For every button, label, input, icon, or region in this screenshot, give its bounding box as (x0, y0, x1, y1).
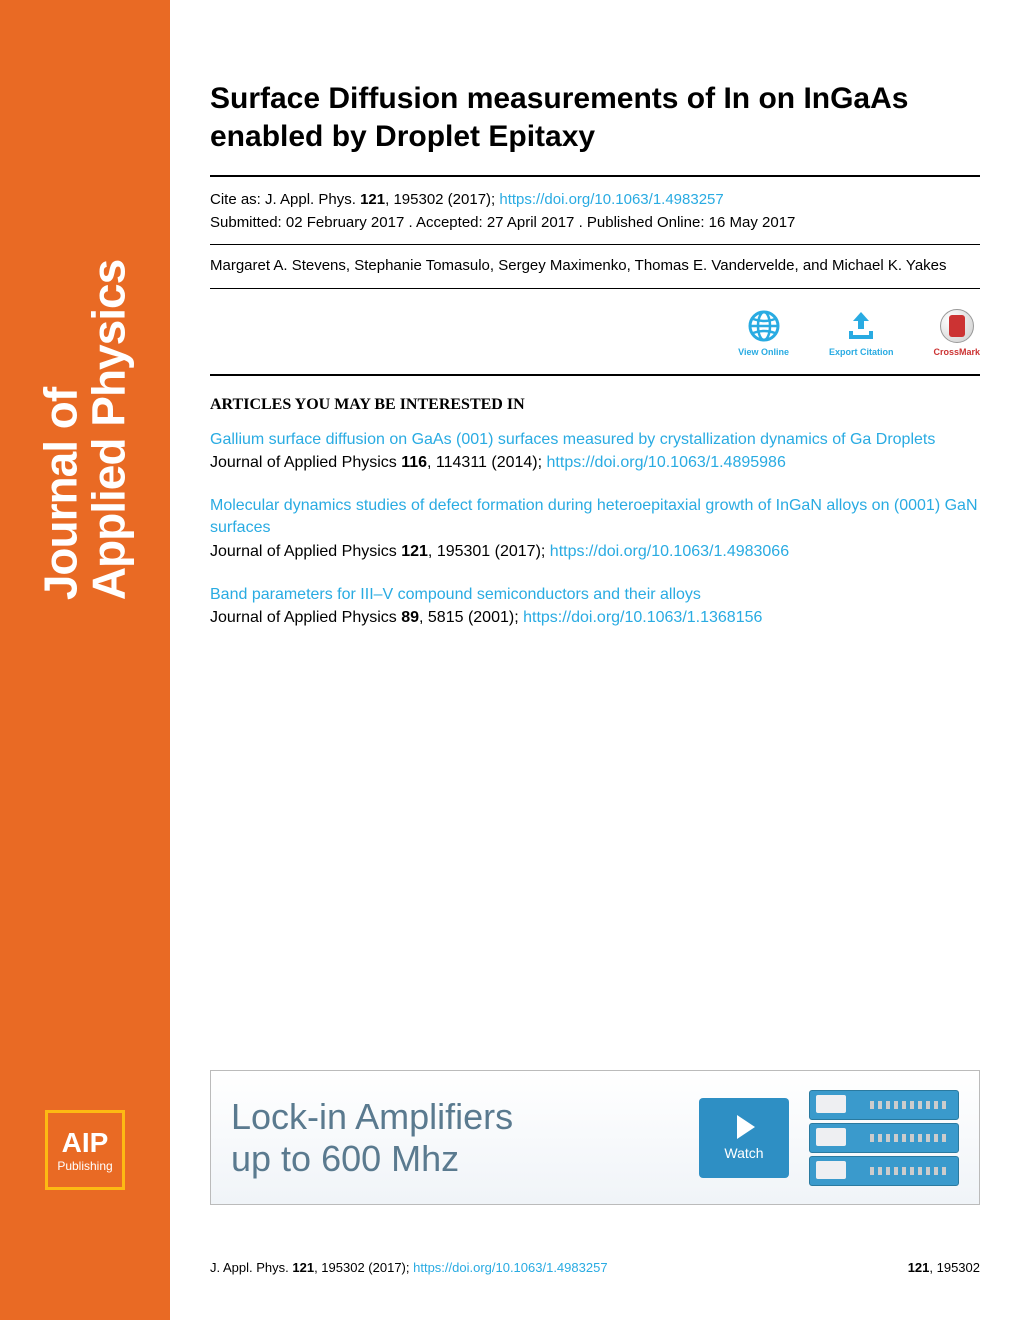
related-journal: Journal of Applied Physics (210, 609, 401, 626)
main-content: Surface Diffusion measurements of In on … (170, 0, 1020, 1320)
sidebar-journal-banner: Journal of Applied Physics AIP Publishin… (0, 0, 170, 1320)
footer-right-suffix: , 195302 (929, 1260, 980, 1275)
related-article: Band parameters for III–V compound semic… (210, 584, 980, 630)
view-online-label: View Online (738, 347, 789, 357)
crossmark-button[interactable]: CrossMark (933, 309, 980, 357)
related-suffix: , 195301 (2017); (428, 543, 550, 560)
ad-line2: up to 600 Mhz (231, 1138, 459, 1179)
ad-text: Lock-in Amplifiers up to 600 Mhz (231, 1096, 679, 1179)
related-volume: 121 (401, 543, 428, 560)
related-volume: 89 (401, 609, 419, 626)
footer-pageref: 121, 195302 (908, 1260, 980, 1275)
footer-prefix: J. Appl. Phys. (210, 1260, 292, 1275)
watch-button[interactable]: Watch (699, 1098, 789, 1178)
page-footer: J. Appl. Phys. 121, 195302 (2017); https… (210, 1260, 980, 1275)
related-article: Gallium surface diffusion on GaAs (001) … (210, 429, 980, 475)
publisher-logo-main: AIP (62, 1127, 109, 1159)
journal-name-line1: Journal of (35, 388, 87, 600)
crossmark-icon (940, 309, 974, 343)
article-authors: Margaret A. Stevens, Stephanie Tomasulo,… (210, 255, 980, 278)
publisher-logo[interactable]: AIP Publishing (45, 1110, 125, 1190)
footer-suffix: , 195302 (2017); (314, 1260, 413, 1275)
article-title: Surface Diffusion measurements of In on … (210, 80, 980, 155)
related-article-meta: Journal of Applied Physics 116, 114311 (… (210, 451, 980, 475)
divider (210, 175, 980, 177)
crossmark-label: CrossMark (933, 347, 980, 357)
related-doi-link[interactable]: https://doi.org/10.1063/1.4895986 (547, 454, 786, 471)
footer-citation: J. Appl. Phys. 121, 195302 (2017); https… (210, 1260, 608, 1275)
footer-doi-link[interactable]: https://doi.org/10.1063/1.4983257 (413, 1260, 607, 1275)
related-article-meta: Journal of Applied Physics 121, 195301 (… (210, 540, 980, 564)
export-citation-button[interactable]: Export Citation (829, 309, 894, 357)
journal-name-line2: Applied Physics (83, 260, 135, 600)
footer-right-volume: 121 (908, 1260, 930, 1275)
divider (210, 374, 980, 376)
cite-suffix: , 195302 (2017); (385, 191, 499, 208)
related-article: Molecular dynamics studies of defect for… (210, 495, 980, 564)
related-suffix: , 114311 (2014); (427, 454, 547, 471)
publisher-logo-sub: Publishing (57, 1159, 112, 1173)
citation-line: Cite as: J. Appl. Phys. 121, 195302 (201… (210, 189, 980, 212)
ad-line1: Lock-in Amplifiers (231, 1096, 513, 1137)
divider (210, 288, 980, 289)
related-volume: 116 (401, 454, 427, 471)
footer-volume: 121 (292, 1260, 314, 1275)
view-online-button[interactable]: View Online (738, 309, 789, 357)
journal-name: Journal of Applied Physics (37, 260, 134, 600)
play-icon (737, 1115, 755, 1139)
related-article-meta: Journal of Applied Physics 89, 5815 (200… (210, 606, 980, 630)
export-icon (844, 309, 878, 343)
related-heading: ARTICLES YOU MAY BE INTERESTED IN (210, 396, 980, 414)
related-doi-link[interactable]: https://doi.org/10.1063/1.1368156 (523, 609, 762, 626)
related-journal: Journal of Applied Physics (210, 543, 401, 560)
article-doi-link[interactable]: https://doi.org/10.1063/1.4983257 (499, 191, 723, 208)
cite-prefix: Cite as: J. Appl. Phys. (210, 191, 360, 208)
cite-volume: 121 (360, 191, 385, 208)
article-dates: Submitted: 02 February 2017 . Accepted: … (210, 212, 980, 235)
related-doi-link[interactable]: https://doi.org/10.1063/1.4983066 (550, 543, 789, 560)
export-citation-label: Export Citation (829, 347, 894, 357)
article-actions: View Online Export Citation CrossMark (210, 299, 980, 362)
ad-product-image (809, 1083, 959, 1193)
divider (210, 244, 980, 245)
related-article-title[interactable]: Molecular dynamics studies of defect for… (210, 495, 980, 540)
globe-icon (747, 309, 781, 343)
related-journal: Journal of Applied Physics (210, 454, 401, 471)
related-suffix: , 5815 (2001); (419, 609, 523, 626)
related-article-title[interactable]: Gallium surface diffusion on GaAs (001) … (210, 429, 980, 451)
watch-label: Watch (724, 1145, 763, 1161)
related-article-title[interactable]: Band parameters for III–V compound semic… (210, 584, 980, 606)
ad-banner[interactable]: Lock-in Amplifiers up to 600 Mhz Watch (210, 1070, 980, 1205)
